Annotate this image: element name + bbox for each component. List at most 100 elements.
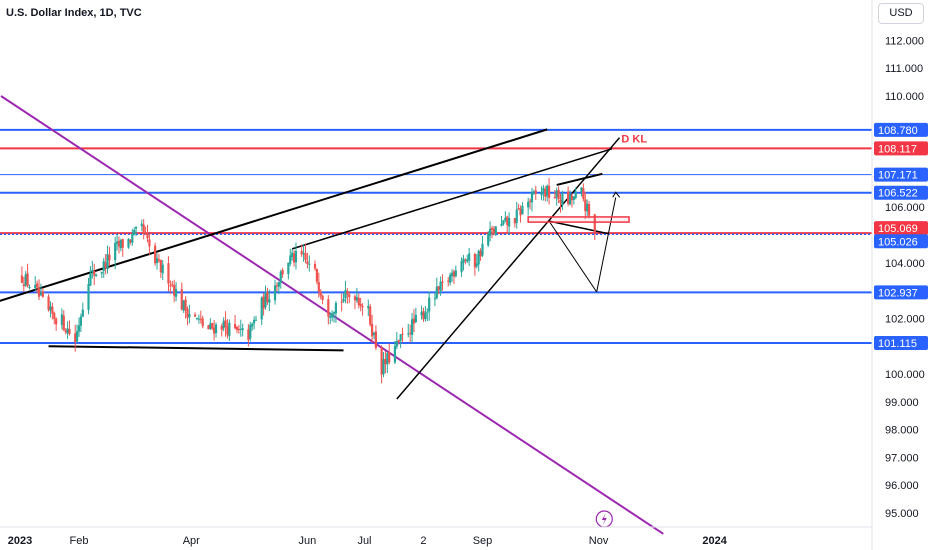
candle-body <box>201 318 204 327</box>
candle-body <box>207 325 210 330</box>
candle-body <box>171 284 174 286</box>
price-tick-label: 112.000 <box>885 35 924 47</box>
price-tag <box>874 336 928 351</box>
candle-body <box>114 242 117 261</box>
candle-body <box>100 271 103 274</box>
candle-body <box>519 208 522 216</box>
base-support-line <box>48 345 344 352</box>
candle-body <box>386 353 389 365</box>
candle-body <box>291 252 294 257</box>
candle-body <box>487 234 490 246</box>
candle-body <box>572 196 575 200</box>
candle-body <box>140 223 143 227</box>
candle-body <box>327 299 330 317</box>
candle-body <box>521 205 524 215</box>
candle-body <box>300 250 303 255</box>
time-axis[interactable]: 2023 Feb Apr Jun Jul 2 Sep Nov 2024 <box>0 526 872 547</box>
candle-body <box>268 299 271 303</box>
candle-body <box>329 316 332 318</box>
candle-body <box>528 200 532 202</box>
price-tick-label: 100.000 <box>885 369 925 381</box>
candle-body <box>173 285 176 296</box>
price-tag-label: 102.937 <box>878 287 918 299</box>
candles-layer <box>20 178 596 384</box>
candle-body <box>142 224 145 234</box>
candle-body <box>587 204 591 216</box>
candle-body <box>306 261 309 264</box>
candle-body <box>251 323 254 327</box>
candle-body <box>477 250 480 265</box>
candle-body <box>546 185 549 197</box>
candle-body <box>462 258 465 263</box>
candle-body <box>369 306 372 325</box>
candle-body <box>506 216 509 226</box>
projection-arrowhead <box>612 191 621 198</box>
candle-body <box>433 298 437 300</box>
price-tick-label: 106.000 <box>885 202 925 214</box>
candle-body <box>481 243 484 256</box>
candle-body <box>22 284 25 287</box>
candle-body <box>252 320 256 324</box>
price-tag-label: 108.780 <box>878 125 918 137</box>
candle-body <box>348 294 351 298</box>
candle-body <box>460 261 463 273</box>
candle-body <box>424 312 427 319</box>
lightning-icon[interactable] <box>595 510 613 528</box>
candle-body <box>540 191 543 196</box>
candle-body <box>401 333 404 335</box>
candle-body <box>41 291 44 297</box>
candle-body <box>473 253 476 268</box>
candle-body <box>37 288 41 297</box>
candle-body <box>224 320 227 328</box>
candle-body <box>180 289 183 310</box>
candle-body <box>53 312 56 320</box>
candle-body <box>557 189 560 200</box>
candle-body <box>91 269 94 273</box>
candle-body <box>410 319 414 335</box>
candle-body <box>441 281 444 283</box>
candle-body <box>117 240 121 247</box>
candle-body <box>490 227 494 230</box>
price-tick-label: 97.000 <box>885 452 919 464</box>
candle-body <box>199 318 202 320</box>
candle-body <box>515 209 518 223</box>
candle-body <box>115 241 119 244</box>
candle-body <box>450 272 454 277</box>
candle-body <box>93 271 96 276</box>
time-tick-label: Jul <box>357 535 371 547</box>
price-tag-label: 105.069 <box>878 223 918 235</box>
candle-body <box>235 326 239 331</box>
candle-body <box>334 303 338 314</box>
candle-body <box>388 352 391 363</box>
candle-body <box>361 306 364 308</box>
price-axis[interactable]: 95.000 96.000 97.000 98.000 99.000 100.000 101… <box>871 0 925 550</box>
candle-body <box>317 282 320 292</box>
candle-body <box>89 272 92 286</box>
candle-body <box>79 316 83 326</box>
time-tick-label: Jun <box>299 535 317 547</box>
time-tick-label: Nov <box>589 535 609 547</box>
candle-body <box>182 300 185 311</box>
price-tag <box>874 167 928 182</box>
candle-body <box>502 220 505 225</box>
candle-body <box>355 297 358 301</box>
candle-body <box>527 201 530 208</box>
price-tick-label: 95.000 <box>885 508 919 520</box>
price-tags-layer: 108.780 108.117 107.171 106.522 105.069105.0… <box>874 122 928 351</box>
candle-body <box>452 271 456 277</box>
candle-body <box>87 284 90 310</box>
candle-body <box>420 312 423 316</box>
candle-body <box>367 305 370 309</box>
candle-body <box>148 239 151 247</box>
candle-body <box>64 330 67 333</box>
candle-body <box>397 340 400 343</box>
candle-body <box>435 286 438 299</box>
candle-body <box>146 233 149 239</box>
candle-body <box>281 270 284 275</box>
candle-body <box>574 191 577 198</box>
candle-body <box>186 308 189 318</box>
lightning-glyph <box>601 513 607 525</box>
currency-selector[interactable]: USD <box>878 3 924 24</box>
candle-body <box>195 317 199 319</box>
